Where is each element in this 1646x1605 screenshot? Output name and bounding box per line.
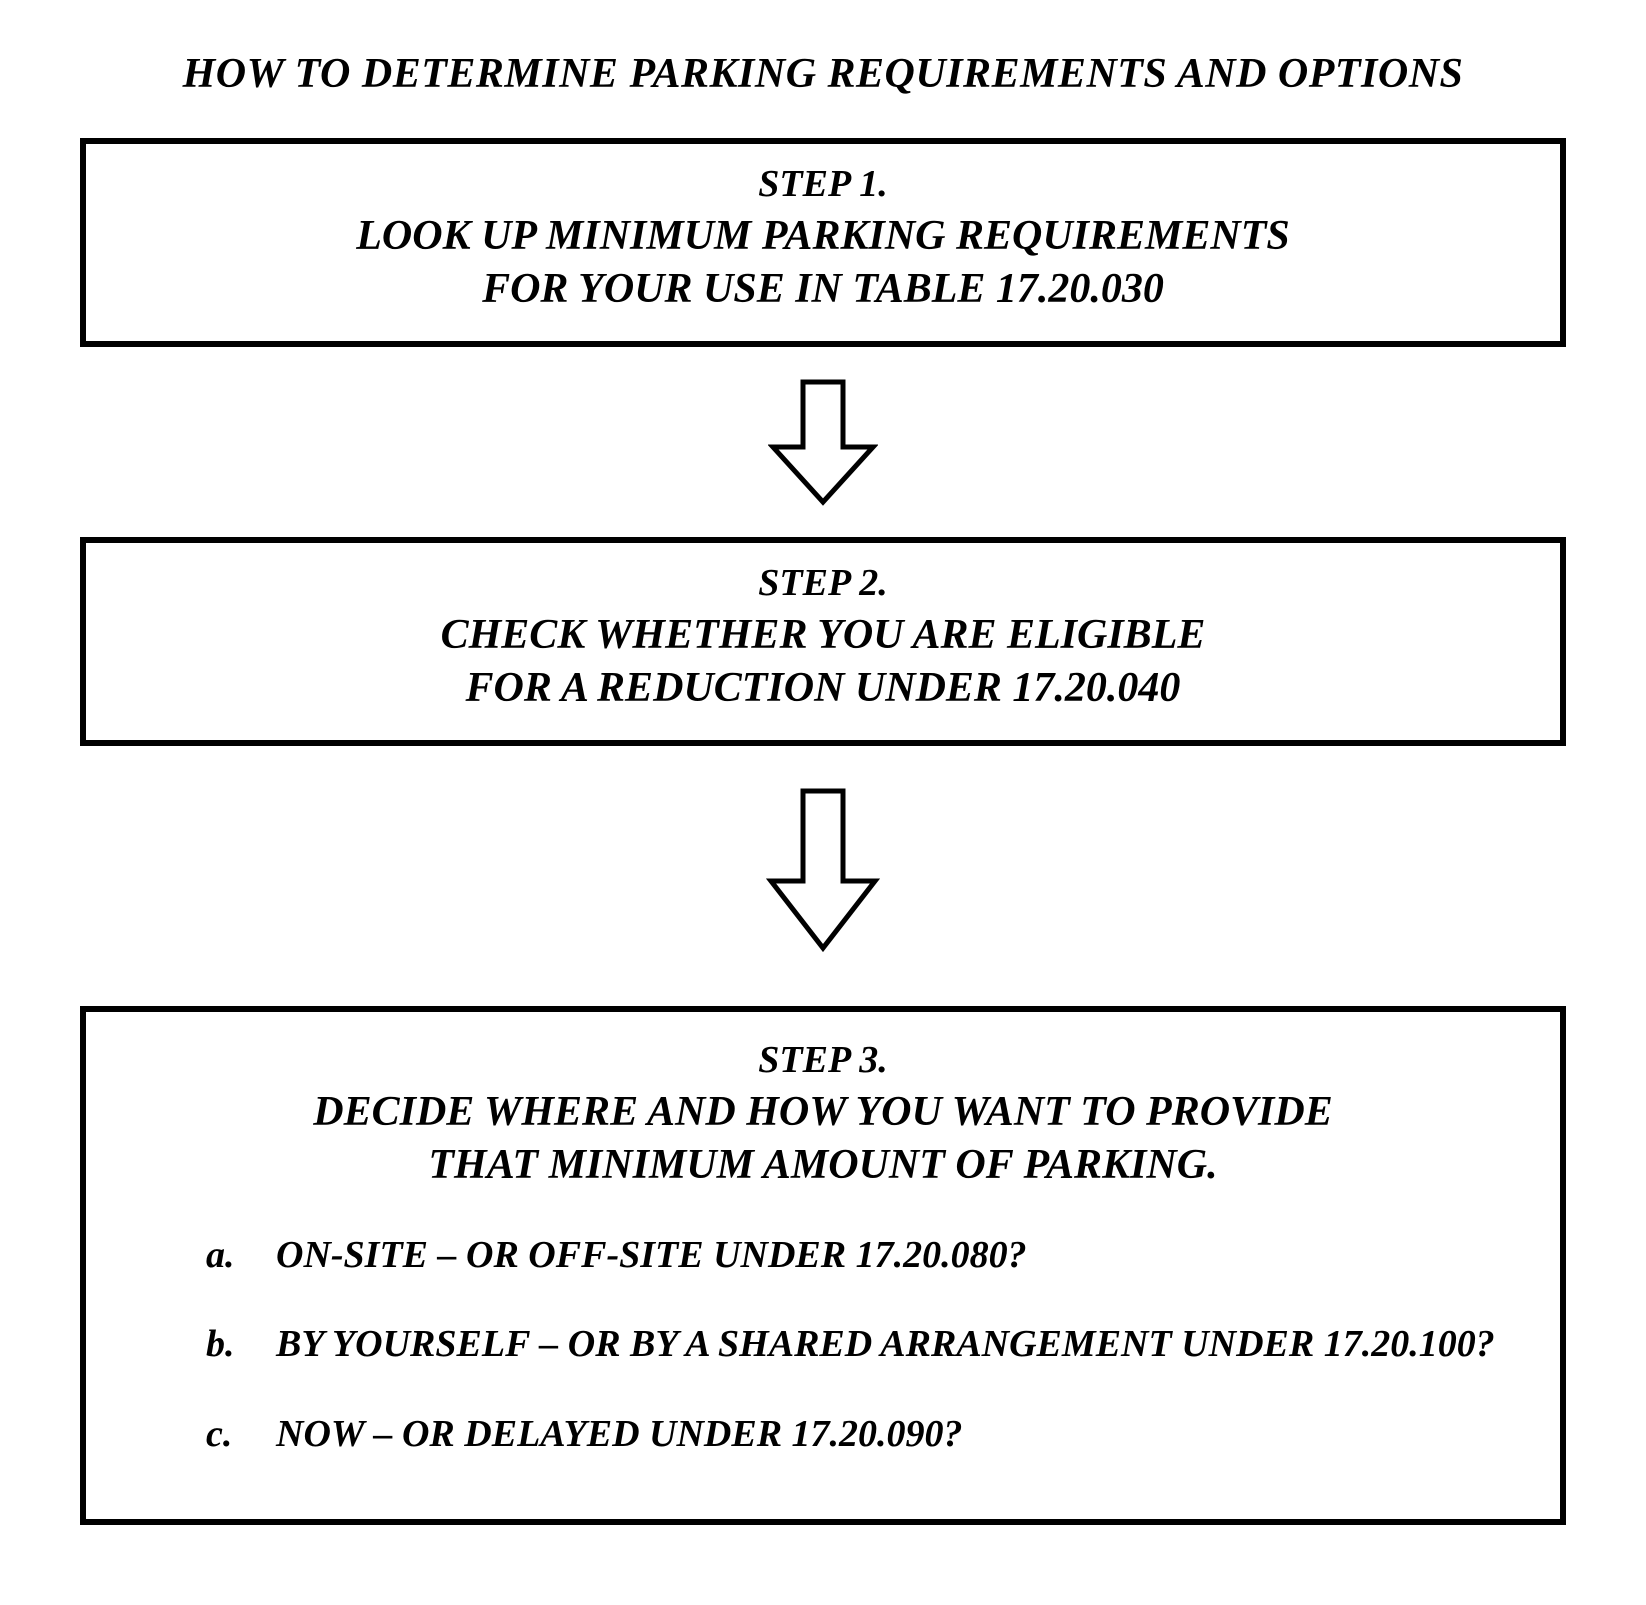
- option-a-letter: a.: [206, 1231, 276, 1280]
- step-3-line1: DECIDE WHERE AND HOW YOU WANT TO PROVIDE: [313, 1089, 1333, 1135]
- step-3-options: a. ON-SITE – OR OFF-SITE UNDER 17.20.080…: [146, 1231, 1500, 1459]
- flowchart-page: HOW TO DETERMINE PARKING REQUIREMENTS AN…: [0, 0, 1646, 1605]
- option-a-text: ON-SITE – OR OFF-SITE UNDER 17.20.080?: [276, 1231, 1500, 1280]
- step-3-header: STEP 3. DECIDE WHERE AND HOW YOU WANT TO…: [146, 1038, 1500, 1191]
- option-a: a. ON-SITE – OR OFF-SITE UNDER 17.20.080…: [206, 1231, 1500, 1280]
- option-b-text: BY YOURSELF – OR BY A SHARED ARRANGEMENT…: [276, 1320, 1500, 1369]
- option-c-letter: c.: [206, 1410, 276, 1459]
- step-2-line1: CHECK WHETHER YOU ARE ELIGIBLE: [441, 612, 1206, 658]
- option-b: b. BY YOURSELF – OR BY A SHARED ARRANGEM…: [206, 1320, 1500, 1369]
- arrow-2: [60, 786, 1586, 956]
- step-3-text: DECIDE WHERE AND HOW YOU WANT TO PROVIDE…: [146, 1086, 1500, 1191]
- step-2-line2: FOR A REDUCTION UNDER 17.20.040: [466, 665, 1181, 711]
- down-arrow-icon: [768, 377, 878, 507]
- step-1-line1: LOOK UP MINIMUM PARKING REQUIREMENTS: [356, 213, 1290, 259]
- step-3-box: STEP 3. DECIDE WHERE AND HOW YOU WANT TO…: [80, 1006, 1566, 1525]
- step-1-line2: FOR YOUR USE IN TABLE 17.20.030: [482, 266, 1164, 312]
- step-3-line2: THAT MINIMUM AMOUNT OF PARKING.: [428, 1142, 1217, 1188]
- arrow-1: [60, 377, 1586, 507]
- step-3-label: STEP 3.: [146, 1038, 1500, 1082]
- option-c: c. NOW – OR DELAYED UNDER 17.20.090?: [206, 1410, 1500, 1459]
- step-1-text: LOOK UP MINIMUM PARKING REQUIREMENTS FOR…: [116, 210, 1530, 315]
- option-b-letter: b.: [206, 1320, 276, 1369]
- down-arrow-icon: [763, 786, 883, 956]
- step-2-text: CHECK WHETHER YOU ARE ELIGIBLE FOR A RED…: [116, 609, 1530, 714]
- step-2-box: STEP 2. CHECK WHETHER YOU ARE ELIGIBLE F…: [80, 537, 1566, 746]
- step-1-box: STEP 1. LOOK UP MINIMUM PARKING REQUIREM…: [80, 138, 1566, 347]
- step-2-label: STEP 2.: [116, 561, 1530, 605]
- step-1-label: STEP 1.: [116, 162, 1530, 206]
- page-title: HOW TO DETERMINE PARKING REQUIREMENTS AN…: [60, 50, 1586, 98]
- option-c-text: NOW – OR DELAYED UNDER 17.20.090?: [276, 1410, 1500, 1459]
